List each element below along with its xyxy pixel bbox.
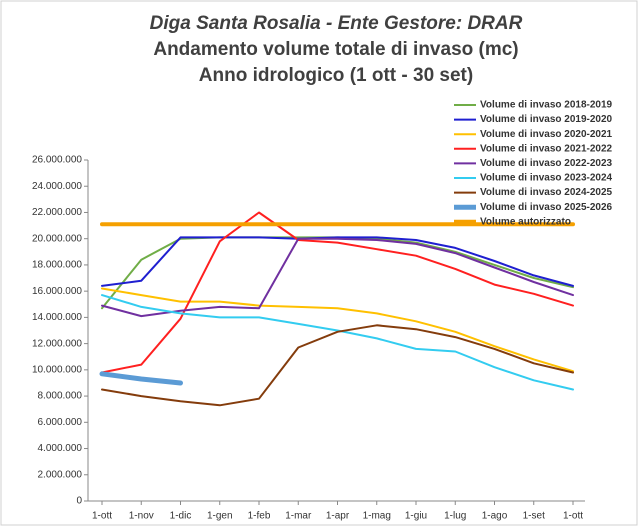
y-tick-label: 20.000.000 [32, 233, 82, 244]
y-tick-label: 14.000.000 [32, 312, 82, 323]
series-line [101, 211, 574, 374]
x-tick-label: 1-set [523, 511, 545, 522]
legend-label: Volume di invaso 2025-2026 [480, 202, 613, 213]
y-tick-label: 12.000.000 [32, 338, 82, 349]
y-tick-label: 26.000.000 [32, 155, 82, 166]
y-tick-label: 16.000.000 [32, 286, 82, 297]
y-tick-label: 0 [76, 496, 82, 507]
x-tick-label: 1-gen [207, 511, 233, 522]
legend-label: Volume di invaso 2020-2021 [480, 129, 613, 140]
x-tick-label: 1-lug [444, 511, 466, 522]
y-tick-label: 2.000.000 [38, 469, 83, 480]
y-tick-label: 10.000.000 [32, 364, 82, 375]
x-tick-label: 1-ago [482, 511, 508, 522]
series-line [101, 324, 574, 407]
legend-label: Volume di invaso 2022-2023 [480, 158, 613, 169]
legend-label: Volume di invaso 2023-2024 [480, 173, 613, 184]
y-tick-label: 6.000.000 [38, 417, 83, 428]
series-line [101, 287, 574, 373]
x-tick-label: 1-mag [363, 511, 391, 522]
x-tick-label: 1-apr [326, 511, 350, 522]
x-tick-label: 1-giu [405, 511, 427, 522]
x-tick-label: 1-ott [563, 511, 583, 522]
series-line [99, 371, 183, 386]
y-tick-label: 18.000.000 [32, 260, 82, 271]
x-tick-label: 1-nov [129, 511, 154, 522]
y-tick-label: 4.000.000 [38, 443, 83, 454]
legend-label: Volume di invaso 2019-2020 [480, 114, 613, 125]
x-tick-label: 1-ott [92, 511, 112, 522]
chart-title: Anno idrologico (1 ott - 30 set) [199, 65, 473, 86]
x-tick-label: 1-mar [285, 511, 312, 522]
legend-label: Volume di invaso 2024-2025 [480, 187, 613, 198]
series-line [101, 237, 574, 318]
series-line [101, 294, 574, 391]
y-tick-label: 24.000.000 [32, 181, 82, 192]
y-tick-label: 22.000.000 [32, 207, 82, 218]
series-line [101, 236, 574, 287]
x-tick-label: 1-dic [170, 511, 192, 522]
legend-label: Volume di invaso 2021-2022 [480, 143, 613, 154]
x-tick-label: 1-feb [248, 511, 271, 522]
y-tick-label: 8.000.000 [38, 391, 83, 402]
legend-label: Volume di invaso 2018-2019 [480, 100, 613, 111]
legend-label: Volume autorizzato [480, 216, 571, 227]
chart-title: Andamento volume totale di invaso (mc) [153, 39, 518, 60]
chart-title: Diga Santa Rosalia - Ente Gestore: DRAR [150, 13, 523, 34]
